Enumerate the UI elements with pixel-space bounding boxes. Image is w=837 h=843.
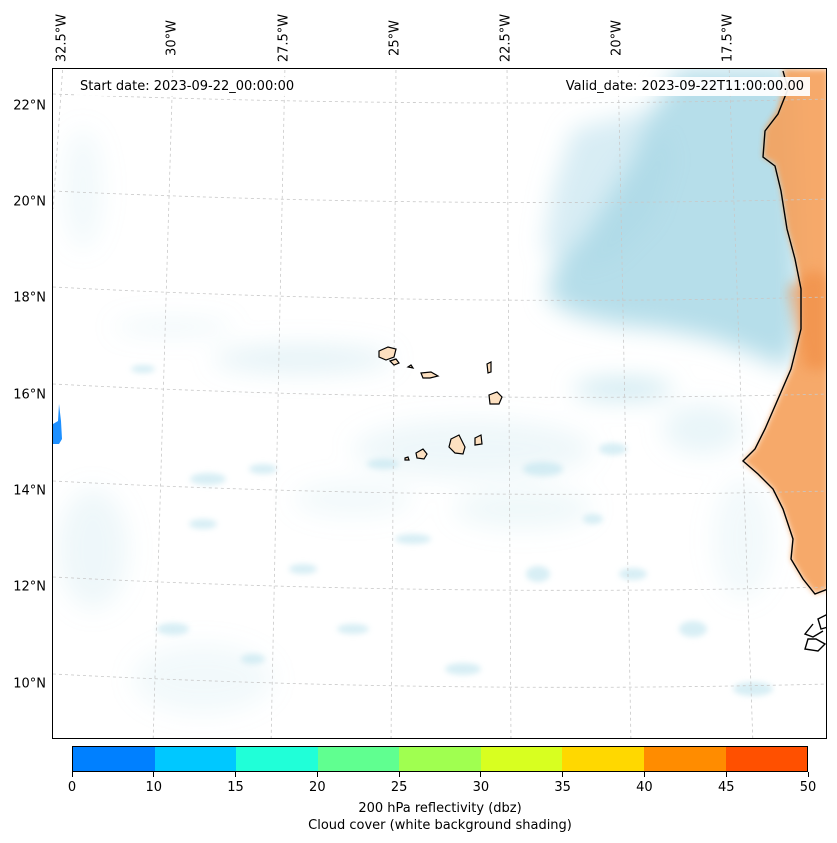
colorbar-segment xyxy=(399,747,481,771)
map-panel[interactable] xyxy=(52,68,827,739)
colorbar-tick-label: 35 xyxy=(554,780,571,795)
colorbar-segment xyxy=(317,747,400,771)
colorbar-segment xyxy=(643,747,726,771)
lat-label: 18°N xyxy=(13,290,46,306)
colorbar-subtitle: Cloud cover (white background shading) xyxy=(308,818,572,833)
colorbar-tick-label: 40 xyxy=(636,780,653,795)
lon-label: 32.5°W xyxy=(54,13,70,63)
lat-label: 20°N xyxy=(13,194,46,210)
lon-label: 22.5°W xyxy=(498,13,514,63)
lat-label: 12°N xyxy=(13,579,46,595)
colorbar-tick-mark xyxy=(725,772,727,777)
colorbar-tick-mark xyxy=(562,772,564,777)
colorbar-tick-label: 30 xyxy=(472,780,490,795)
colorbar-tick-label: 0 xyxy=(67,780,77,795)
lon-label: 30°W xyxy=(164,20,180,56)
land-mass-africa xyxy=(743,69,826,594)
coastline xyxy=(741,70,826,652)
lat-label: 22°N xyxy=(13,98,46,114)
colorbar-tick-mark xyxy=(235,772,237,777)
map-canvas xyxy=(53,69,826,738)
lat-label: 10°N xyxy=(13,676,46,692)
colorbar-segment xyxy=(480,747,563,771)
colorbar-tick-mark xyxy=(71,772,73,777)
cape-verde-islands xyxy=(378,346,503,461)
colorbar-title: 200 hPa reflectivity (dbz) xyxy=(358,801,522,816)
colorbar-tick-label: 25 xyxy=(390,780,408,795)
colorbar-tick-mark xyxy=(316,772,318,777)
colorbar-tick-label: 20 xyxy=(309,780,326,795)
colorbar-tick-label: 45 xyxy=(717,780,735,795)
colorbar-segment xyxy=(236,747,318,771)
start-date-label: Start date: 2023-09-22_00:00:00 xyxy=(74,77,301,96)
colorbar-tick-label: 15 xyxy=(227,780,244,795)
colorbar-tick-mark xyxy=(643,772,645,777)
lat-label: 14°N xyxy=(13,483,46,499)
lat-label: 16°N xyxy=(13,387,46,403)
colorbar-segment xyxy=(73,747,155,771)
colorbar-tick-mark xyxy=(153,772,155,777)
colorbar-tick-label: 10 xyxy=(145,780,163,795)
reflectivity-patch xyxy=(53,404,62,444)
lon-label: 27.5°W xyxy=(276,13,292,63)
colorbar-segment xyxy=(562,747,644,771)
lon-label: 17.5°W xyxy=(720,13,736,63)
colorbar xyxy=(72,746,808,772)
lon-label: 20°W xyxy=(609,20,625,56)
graticule xyxy=(53,69,826,738)
colorbar-tick-label: 50 xyxy=(799,780,817,795)
colorbar-tick-mark xyxy=(398,772,400,777)
cloud-cover-shading xyxy=(58,69,801,714)
colorbar-tick-mark xyxy=(480,772,482,777)
lon-label: 25°W xyxy=(387,20,403,56)
valid-date-label: Valid_date: 2023-09-22T11:00:00.00 xyxy=(559,77,810,96)
colorbar-segment xyxy=(725,747,808,771)
colorbar-segment xyxy=(154,747,237,771)
colorbar-tick-mark xyxy=(807,772,809,777)
